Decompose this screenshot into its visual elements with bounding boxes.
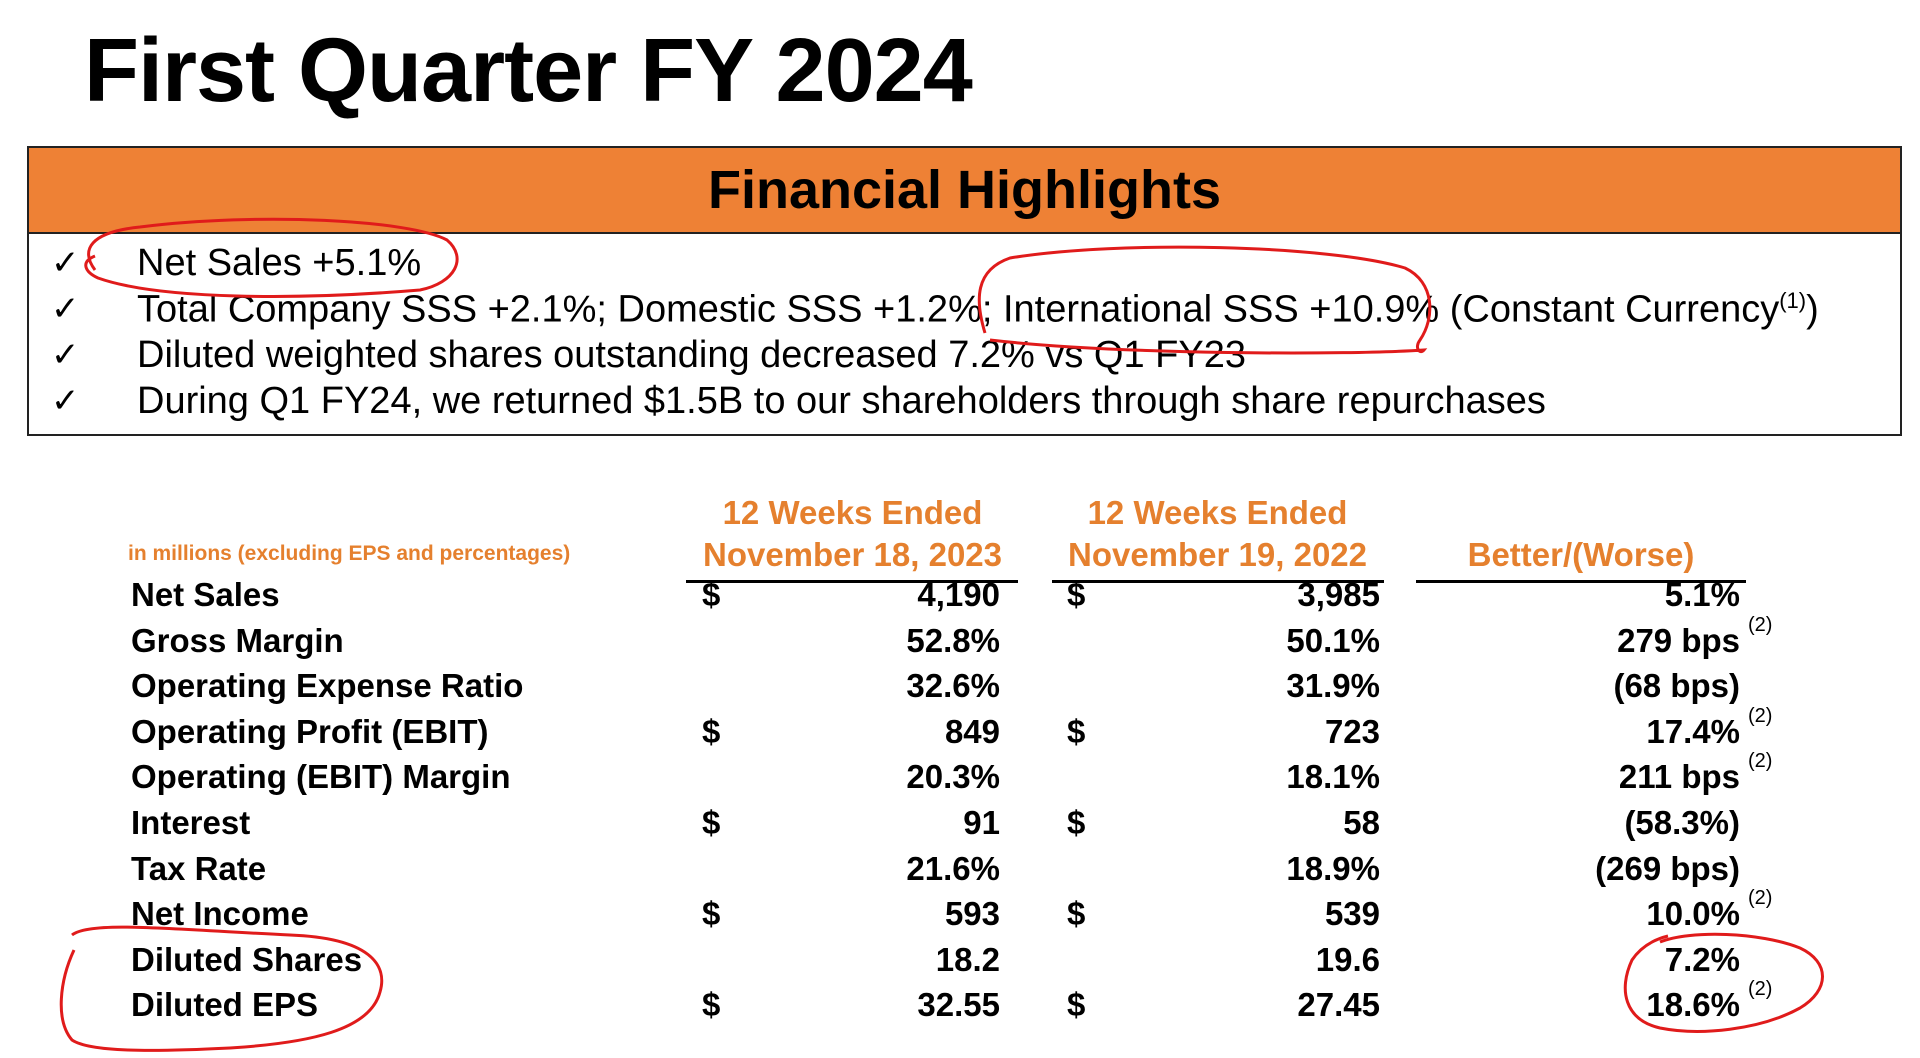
value-2022: 19.6	[1315, 940, 1380, 978]
table-row: Net Income $593 $539 10.0% (2)	[0, 887, 1920, 939]
value-2022: 18.9%	[1286, 849, 1380, 887]
table-row: Operating (EBIT) Margin 20.3% 18.1% 211 bps…	[0, 750, 1920, 802]
col-header-line: November 19, 2022	[1067, 536, 1367, 573]
check-icon: ✓	[51, 336, 80, 374]
row-label: Operating (EBIT) Margin	[131, 758, 511, 796]
highlight-text: During Q1 FY24, we returned $1.5B to our…	[137, 380, 1546, 422]
value-2022: 27.45	[1297, 986, 1380, 1024]
highlight-text: Net Sales +5.1%	[137, 242, 422, 284]
currency-2023: $	[702, 986, 721, 1024]
table-row: Interest $91 $58 (58.3%)	[0, 804, 1920, 848]
units-note: in millions (excluding EPS and percentag…	[128, 542, 571, 565]
value-2023: 4,190	[917, 576, 1000, 613]
col-rule	[1416, 580, 1746, 583]
col-header-line: November 18, 2023	[702, 536, 1002, 573]
value-2022: 50.1%	[1286, 621, 1380, 659]
table-row: Diluted EPS $32.55 $27.45 18.6% (2)	[0, 978, 1920, 1030]
col-header-line: 12 Weeks Ended	[1087, 494, 1348, 531]
highlight-text-main: Total Company SSS +2.1%; Domestic SSS +1…	[137, 288, 1780, 331]
table-row: Gross Margin 52.8% 50.1% 279 bps (2)	[0, 614, 1920, 666]
table-row: Operating Expense Ratio 32.6% 31.9% (68 bps…	[0, 667, 1920, 711]
col-header-2023: 12 Weeks Ended November 18, 2023	[685, 492, 1020, 576]
footnote-marker: (2)	[1748, 613, 1773, 636]
value-better-worse: 7.2%	[1664, 940, 1740, 978]
financial-table: in millions (excluding EPS and percentag…	[0, 480, 1920, 1058]
footnote-marker: (2)	[1748, 978, 1773, 1001]
value-2022: 723	[1324, 712, 1380, 750]
value-2023: 849	[944, 712, 1000, 750]
footnote-marker: (1)	[1779, 287, 1807, 313]
col-header-2022: 12 Weeks Ended November 19, 2022	[1050, 492, 1385, 576]
row-label: Diluted EPS	[131, 986, 319, 1024]
value-2023: 91	[963, 804, 1000, 841]
highlights-header: Financial Highlights	[29, 148, 1900, 234]
value-2023: 20.3%	[906, 758, 1000, 796]
value-better-worse: 18.6%	[1646, 986, 1740, 1024]
value-better-worse: 17.4%	[1646, 712, 1740, 750]
table-row: Net Sales $4,190 $3,985 5.1%	[0, 576, 1920, 620]
highlight-text-tail: )	[1806, 288, 1819, 331]
row-label: Net Income	[131, 895, 309, 933]
row-label: Operating Expense Ratio	[131, 667, 524, 705]
footnote-marker: (2)	[1748, 750, 1773, 773]
currency-2022: $	[1067, 895, 1086, 933]
value-2023: 32.6%	[906, 667, 1000, 705]
check-icon: ✓	[51, 382, 80, 420]
col-rule	[686, 580, 1018, 583]
currency-2023: $	[702, 576, 721, 613]
table-row: Tax Rate 21.6% 18.9% (269 bps)	[0, 850, 1920, 894]
highlight-item: ✓ During Q1 FY24, we returned $1.5B to o…	[51, 378, 1900, 424]
value-2023: 18.2	[935, 940, 1000, 978]
highlight-text: Diluted weighted shares outstanding decr…	[137, 334, 1246, 376]
currency-2022: $	[1067, 986, 1086, 1024]
value-2023: 52.8%	[906, 621, 1000, 659]
footnote-marker: (2)	[1748, 887, 1773, 910]
row-label: Net Sales	[131, 576, 280, 613]
value-2022: 58	[1343, 804, 1380, 841]
value-2022: 31.9%	[1286, 667, 1380, 705]
highlight-text: Total Company SSS +2.1%; Domestic SSS +1…	[137, 287, 1819, 331]
col-header-line: 12 Weeks Ended	[722, 494, 983, 531]
check-icon: ✓	[51, 290, 80, 328]
value-2023: 32.55	[917, 986, 1000, 1024]
value-better-worse: (58.3%)	[1624, 804, 1740, 841]
col-rule	[1052, 580, 1384, 583]
value-2022: 3,985	[1297, 576, 1380, 613]
value-better-worse: (269 bps)	[1595, 849, 1740, 887]
row-label: Gross Margin	[131, 621, 344, 659]
row-label: Interest	[131, 804, 251, 841]
row-label: Tax Rate	[131, 849, 267, 887]
value-2023: 593	[944, 895, 1000, 933]
value-2022: 539	[1324, 895, 1380, 933]
currency-2023: $	[702, 804, 721, 841]
value-2023: 21.6%	[906, 849, 1000, 887]
value-better-worse: 279 bps	[1617, 621, 1740, 659]
currency-2022: $	[1067, 576, 1086, 613]
highlight-item: ✓ Total Company SSS +2.1%; Domestic SSS …	[51, 286, 1900, 332]
currency-2023: $	[702, 712, 721, 750]
row-label: Diluted Shares	[131, 940, 363, 978]
table-row: Operating Profit (EBIT) $849 $723 17.4% (2)	[0, 705, 1920, 757]
footnote-marker: (2)	[1748, 704, 1773, 727]
highlight-item: ✓ Diluted weighted shares outstanding de…	[51, 332, 1900, 378]
value-2022: 18.1%	[1286, 758, 1380, 796]
value-better-worse: 5.1%	[1664, 576, 1740, 613]
value-better-worse: (68 bps)	[1613, 667, 1740, 705]
value-better-worse: 211 bps	[1618, 758, 1740, 796]
currency-2022: $	[1067, 804, 1086, 841]
page-title: First Quarter FY 2024	[84, 21, 973, 121]
row-label: Operating Profit (EBIT)	[131, 712, 489, 750]
currency-2022: $	[1067, 712, 1086, 750]
financial-highlights-box: Financial Highlights ✓ Net Sales +5.1% ✓…	[27, 146, 1902, 436]
currency-2023: $	[702, 895, 721, 933]
value-better-worse: 10.0%	[1646, 895, 1740, 933]
col-header-better-worse: Better/(Worse)	[1467, 536, 1695, 573]
table-row: Diluted Shares 18.2 19.6 7.2%	[0, 941, 1920, 985]
highlights-list: ✓ Net Sales +5.1% ✓ Total Company SSS +2…	[29, 234, 1900, 424]
highlight-item: ✓ Net Sales +5.1%	[51, 240, 1900, 286]
check-icon: ✓	[51, 244, 80, 282]
